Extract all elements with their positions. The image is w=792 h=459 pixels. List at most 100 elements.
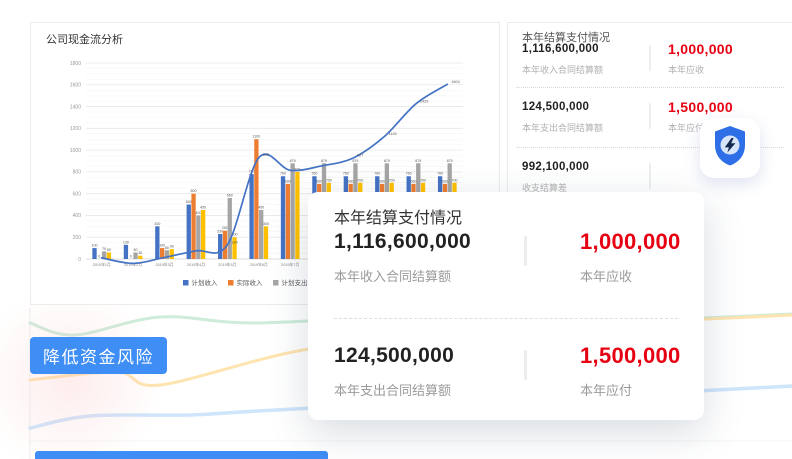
legend-swatch <box>228 280 234 286</box>
legend-swatch <box>273 280 279 286</box>
popup-income-settlement-value: 1,116,600,000 <box>334 230 472 253</box>
bar-value-label: 300 <box>154 222 160 226</box>
y-tick-label: 1200 <box>70 126 81 132</box>
popup-income-settlement-label: 本年收入合同结算额 <box>334 269 452 284</box>
popup-payable-value: 1,500,000 <box>580 343 681 368</box>
bar <box>290 163 295 259</box>
bar <box>196 215 201 259</box>
bar-value-label: 879 <box>384 159 390 163</box>
bar-value-label: 879 <box>290 159 296 163</box>
x-tick-label: 2019年4月 <box>187 262 205 267</box>
bar <box>222 230 228 259</box>
balance-value: 992,100,000 <box>522 161 590 173</box>
bar <box>164 250 170 259</box>
bar <box>106 252 112 259</box>
bar-value-label: 0 <box>130 255 132 259</box>
column-divider <box>649 103 651 129</box>
risk-reduction-chip[interactable]: 降低资金风险 <box>30 337 167 374</box>
bar-value-label: 100 <box>159 244 165 248</box>
legend-swatch <box>183 280 189 286</box>
line-value-label: 1126 <box>388 132 396 136</box>
bar-value-label: 760 <box>311 172 317 176</box>
popup-expense-settlement-value: 124,500,000 <box>334 344 455 367</box>
bar-value-label: 879 <box>447 159 453 163</box>
security-badge[interactable] <box>700 118 760 178</box>
column-divider <box>524 350 527 380</box>
income-settlement-value: 1,116,600,000 <box>522 43 599 55</box>
popup-receivable-value: 1,000,000 <box>580 229 681 254</box>
bar <box>232 237 237 259</box>
bar-value-label: 760 <box>343 172 349 176</box>
bar-value-label: 690 <box>410 179 416 183</box>
bar-value-label: 560 <box>227 194 233 198</box>
bar <box>295 171 300 259</box>
bar-value-label: 450 <box>258 206 264 210</box>
y-tick-label: 1600 <box>70 83 81 89</box>
receivable-value: 1,000,000 <box>668 41 733 57</box>
bottom-chip-partial[interactable] <box>35 451 328 459</box>
payable-value: 1,500,000 <box>668 99 733 115</box>
x-tick-label: 2019年7月 <box>281 262 299 267</box>
bar-value-label: 200 <box>232 233 238 237</box>
bar <box>285 183 290 259</box>
bar <box>254 139 259 259</box>
x-tick-label: 2019年1月 <box>93 262 111 267</box>
bar <box>159 248 165 259</box>
bar-value-label: 80 <box>165 246 169 250</box>
bar-value-label: 500 <box>186 200 192 204</box>
bar-value-label: 260 <box>222 226 228 230</box>
receivable-label: 本年应收 <box>668 65 705 75</box>
balance-label: 收支结算差 <box>522 183 568 193</box>
bar <box>133 252 138 259</box>
bar-value-label: 60 <box>134 248 138 252</box>
line-value-label: 1425 <box>420 99 428 103</box>
legend-label: 计划收入 <box>192 278 219 287</box>
bar-value-label: 879 <box>352 159 358 163</box>
bar <box>249 174 254 259</box>
bar <box>259 210 264 259</box>
bar <box>263 226 269 259</box>
x-tick-label: 2019年3月 <box>155 262 173 267</box>
bar-value-label: 760 <box>437 172 443 176</box>
line-value-label: 930 <box>263 153 269 157</box>
bar-value-label: 879 <box>415 159 421 163</box>
bar <box>218 233 223 259</box>
bar <box>92 248 97 259</box>
bar-value-label: 90 <box>170 245 174 249</box>
bar-value-label: 0 <box>98 255 100 259</box>
bar-value-label: 700 <box>389 178 395 182</box>
chart-title: 公司现金流分析 <box>46 34 123 46</box>
y-tick-label: 800 <box>73 170 82 176</box>
bar-value-label: 690 <box>442 179 448 183</box>
bar-value-label: 600 <box>191 189 197 193</box>
bar <box>191 193 196 259</box>
bar-value-label: 300 <box>263 222 269 226</box>
bar <box>201 210 206 259</box>
x-tick-label: 2019年2月 <box>124 262 142 267</box>
dashed-divider <box>334 318 678 319</box>
y-tick-label: 0 <box>78 257 81 263</box>
bar <box>280 176 286 259</box>
y-tick-label: 600 <box>73 191 82 197</box>
bar-value-label: 100 <box>92 244 98 248</box>
bar <box>138 255 143 259</box>
line-value-label: 927 <box>357 154 363 158</box>
bar-value-label: 30 <box>138 251 142 255</box>
bar-value-label: 760 <box>374 172 380 176</box>
bar-value-label: 700 <box>326 178 332 182</box>
bar-value-label: 700 <box>420 178 426 182</box>
settlement-popup-card: 本年结算支付情况 1,116,600,000 本年收入合同结算额 1,000,0… <box>308 192 704 420</box>
bar <box>101 251 107 259</box>
popup-payable-label: 本年应付 <box>580 383 633 398</box>
bar-value-label: 690 <box>379 179 385 183</box>
dotted-divider <box>516 147 784 148</box>
bar <box>123 244 129 259</box>
y-tick-label: 200 <box>73 235 82 241</box>
bar <box>227 198 232 259</box>
shield-lightning-icon <box>710 124 750 173</box>
column-divider <box>649 45 651 71</box>
x-tick-label: 2019年6月 <box>250 262 268 267</box>
bar-value-label: 690 <box>316 179 322 183</box>
line-value-label: 1604 <box>451 80 459 84</box>
